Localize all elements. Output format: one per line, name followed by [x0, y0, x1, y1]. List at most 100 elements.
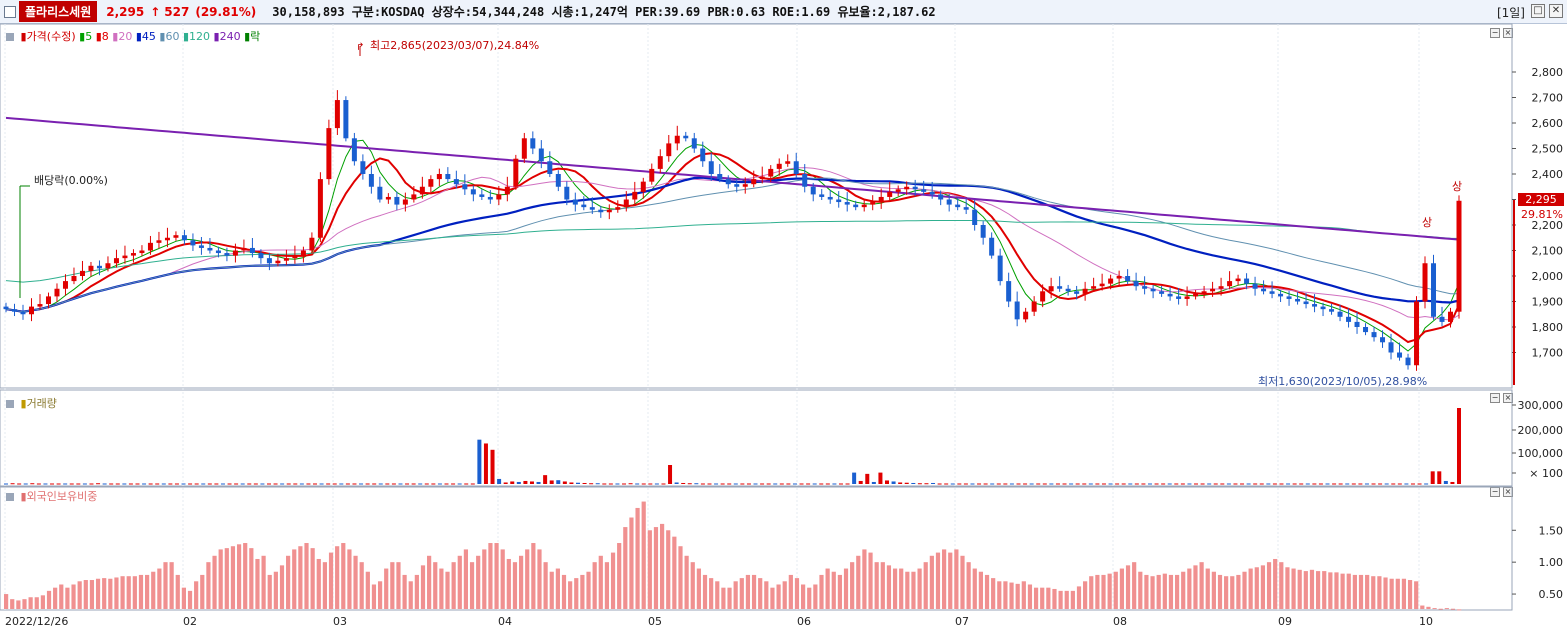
maximize-icon[interactable]: □	[1531, 4, 1545, 18]
close-icon[interactable]: ✕	[1549, 4, 1563, 18]
volume-bar	[707, 483, 712, 485]
volume-bar	[326, 483, 331, 485]
candle-body	[1303, 301, 1309, 305]
foreign-ratio-bar	[255, 558, 260, 609]
foreign-ratio-bar	[1205, 568, 1210, 609]
candle-body	[1320, 306, 1326, 310]
foreign-ratio-bar	[604, 562, 610, 609]
volume-bar	[122, 483, 127, 485]
volume-bar	[63, 483, 68, 485]
price-y-tick-label: 2,500	[1532, 143, 1564, 156]
y-axis-ticks: 2,8002,7002,6002,5002,4002,3002,2002,100…	[1512, 66, 1563, 601]
volume-bar	[50, 483, 55, 485]
panel-menu-icon[interactable]	[6, 33, 14, 41]
candle-body	[1363, 327, 1369, 333]
candle-body	[487, 196, 493, 200]
volume-bar	[1286, 483, 1291, 485]
volume-panel-title[interactable]: 거래량	[26, 397, 57, 410]
legend-ma5[interactable]: 5	[85, 30, 93, 43]
volume-bar	[293, 483, 298, 485]
volume-bar	[700, 483, 705, 485]
foreign-ratio-bar	[439, 568, 444, 609]
price-y-tick-label: 1,900	[1532, 296, 1564, 309]
volume-bar	[1240, 483, 1245, 485]
candle-body	[819, 194, 825, 197]
volume-bar	[569, 482, 574, 484]
legend-lock[interactable]: 락	[250, 30, 261, 43]
foreign-ratio-bar	[506, 558, 511, 609]
foreign-ratio-bar	[794, 578, 800, 609]
volume-bar	[1450, 481, 1455, 484]
volume-bar	[201, 483, 206, 485]
legend-price[interactable]: 가격(수정)	[26, 30, 76, 43]
foreign-ratio-bar	[598, 555, 603, 609]
foreign-ratio-bar	[1083, 581, 1088, 609]
legend-ma8[interactable]: 8	[101, 30, 109, 43]
panel-minimize-icon[interactable]: −	[1490, 28, 1500, 38]
foreign-ratio-bars	[4, 501, 1462, 611]
volume-y-tick-label: 100,000	[1518, 447, 1564, 460]
foreign-ratio-bar	[249, 548, 254, 609]
volume-bar	[1194, 483, 1199, 485]
volume-bar	[345, 483, 350, 485]
candle-body	[317, 179, 323, 238]
candle-body	[895, 189, 901, 192]
candle-body	[921, 189, 927, 192]
volume-bar	[628, 483, 633, 485]
foreign-ratio-bar	[1334, 572, 1339, 609]
foreign-ratio-bar	[1070, 590, 1075, 609]
candle-body	[275, 260, 281, 264]
volume-bar	[654, 483, 659, 485]
stock-select-checkbox[interactable]	[4, 5, 16, 18]
candle-body	[181, 235, 187, 241]
price-y-tick-label: 2,100	[1532, 245, 1564, 258]
price-y-tick-label: 2,200	[1532, 219, 1564, 232]
legend-ma20[interactable]: 20	[118, 30, 133, 43]
volume-bar	[372, 483, 377, 485]
foreign-panel-title[interactable]: 외국인보유비중	[26, 490, 98, 503]
candle-body	[1227, 281, 1233, 287]
volume-bar	[694, 483, 699, 485]
volume-bar	[1220, 483, 1225, 485]
foreign-ratio-bar	[145, 574, 150, 609]
legend-ma45[interactable]: 45	[141, 30, 156, 43]
candle-body	[1218, 286, 1224, 289]
volume-bar	[792, 483, 797, 485]
candle-body	[1261, 288, 1267, 292]
candle-body	[343, 100, 349, 139]
period-selector[interactable]: [1일]	[1496, 6, 1525, 20]
foreign-ratio-bar	[28, 597, 33, 609]
stock-name[interactable]: 폴라리스세원	[19, 1, 98, 22]
volume-bar	[510, 481, 515, 484]
volume-bar	[1305, 483, 1310, 485]
price-y-tick-label: 2,400	[1532, 168, 1564, 181]
panel-minimize-icon[interactable]: −	[1490, 393, 1500, 403]
foreign-ratio-bar	[745, 574, 751, 609]
candle-body	[1023, 311, 1029, 320]
ma-line-8	[5, 152, 1460, 344]
panel-menu-icon[interactable]	[6, 493, 14, 501]
volume-bar	[536, 481, 541, 484]
volume-bar	[740, 483, 745, 485]
candle-body	[555, 174, 561, 187]
candle-body	[1193, 293, 1199, 297]
candle-body	[1312, 304, 1318, 307]
foreign-ratio-bar	[1193, 565, 1198, 609]
volume-bar	[497, 478, 502, 484]
candle-body	[1014, 301, 1020, 320]
legend-ma60[interactable]: 60	[165, 30, 180, 43]
price-y-tick-label: 2,600	[1532, 117, 1564, 130]
candle-body	[1380, 337, 1386, 343]
legend-ma120[interactable]: 120	[189, 30, 211, 43]
candle-body	[530, 138, 536, 149]
candle-body	[708, 161, 714, 174]
volume-bar	[1443, 480, 1448, 484]
volume-bar	[483, 443, 488, 484]
candle-body	[878, 196, 884, 203]
legend-ma240[interactable]: 240	[219, 30, 241, 43]
panel-menu-icon[interactable]	[6, 400, 14, 408]
volume-bar	[1351, 483, 1356, 485]
volume-bar	[1259, 483, 1264, 485]
volume-bar	[898, 482, 903, 484]
